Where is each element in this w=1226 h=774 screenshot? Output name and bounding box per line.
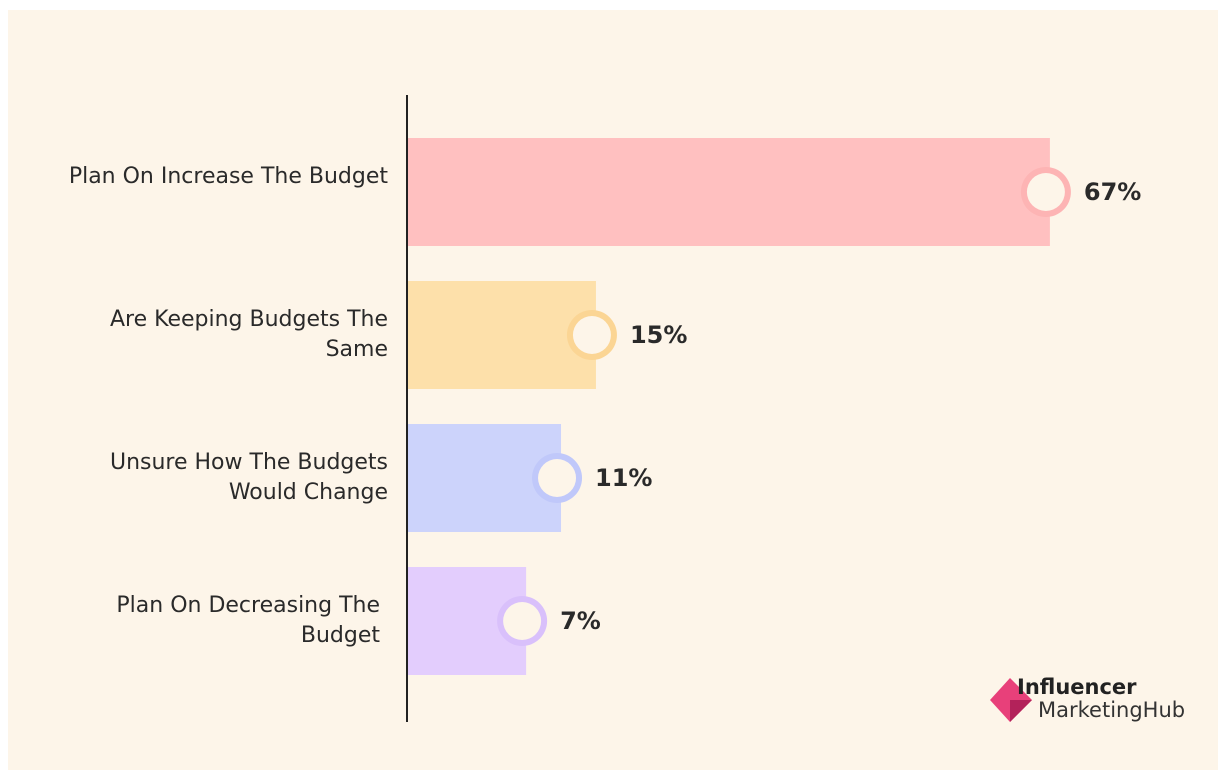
category-label: Are Keeping Budgets The Same xyxy=(109,307,388,362)
value-label: 67% xyxy=(1084,178,1141,206)
bar xyxy=(408,281,596,389)
value-label: 7% xyxy=(560,607,601,635)
bar-end-dot xyxy=(1026,173,1065,211)
bar xyxy=(408,138,1050,246)
logo: Influencer MarketingHub xyxy=(990,675,1185,722)
logo-icon-shade xyxy=(1010,700,1032,722)
value-label: 15% xyxy=(630,321,687,349)
bar-end-dot xyxy=(572,316,611,354)
logo-text: Influencer xyxy=(1017,675,1137,699)
bar-end-dot xyxy=(538,459,577,497)
category-label: Unsure How The Budgets Would Change xyxy=(109,450,388,505)
chart-background xyxy=(8,10,1218,770)
value-label: 11% xyxy=(595,464,652,492)
category-label: Plan On Increase The Budget xyxy=(68,164,388,189)
category-label: Plan On Decreasing The Budget xyxy=(116,593,380,648)
logo-text: MarketingHub xyxy=(1038,698,1185,722)
bar-end-dot xyxy=(503,602,542,640)
